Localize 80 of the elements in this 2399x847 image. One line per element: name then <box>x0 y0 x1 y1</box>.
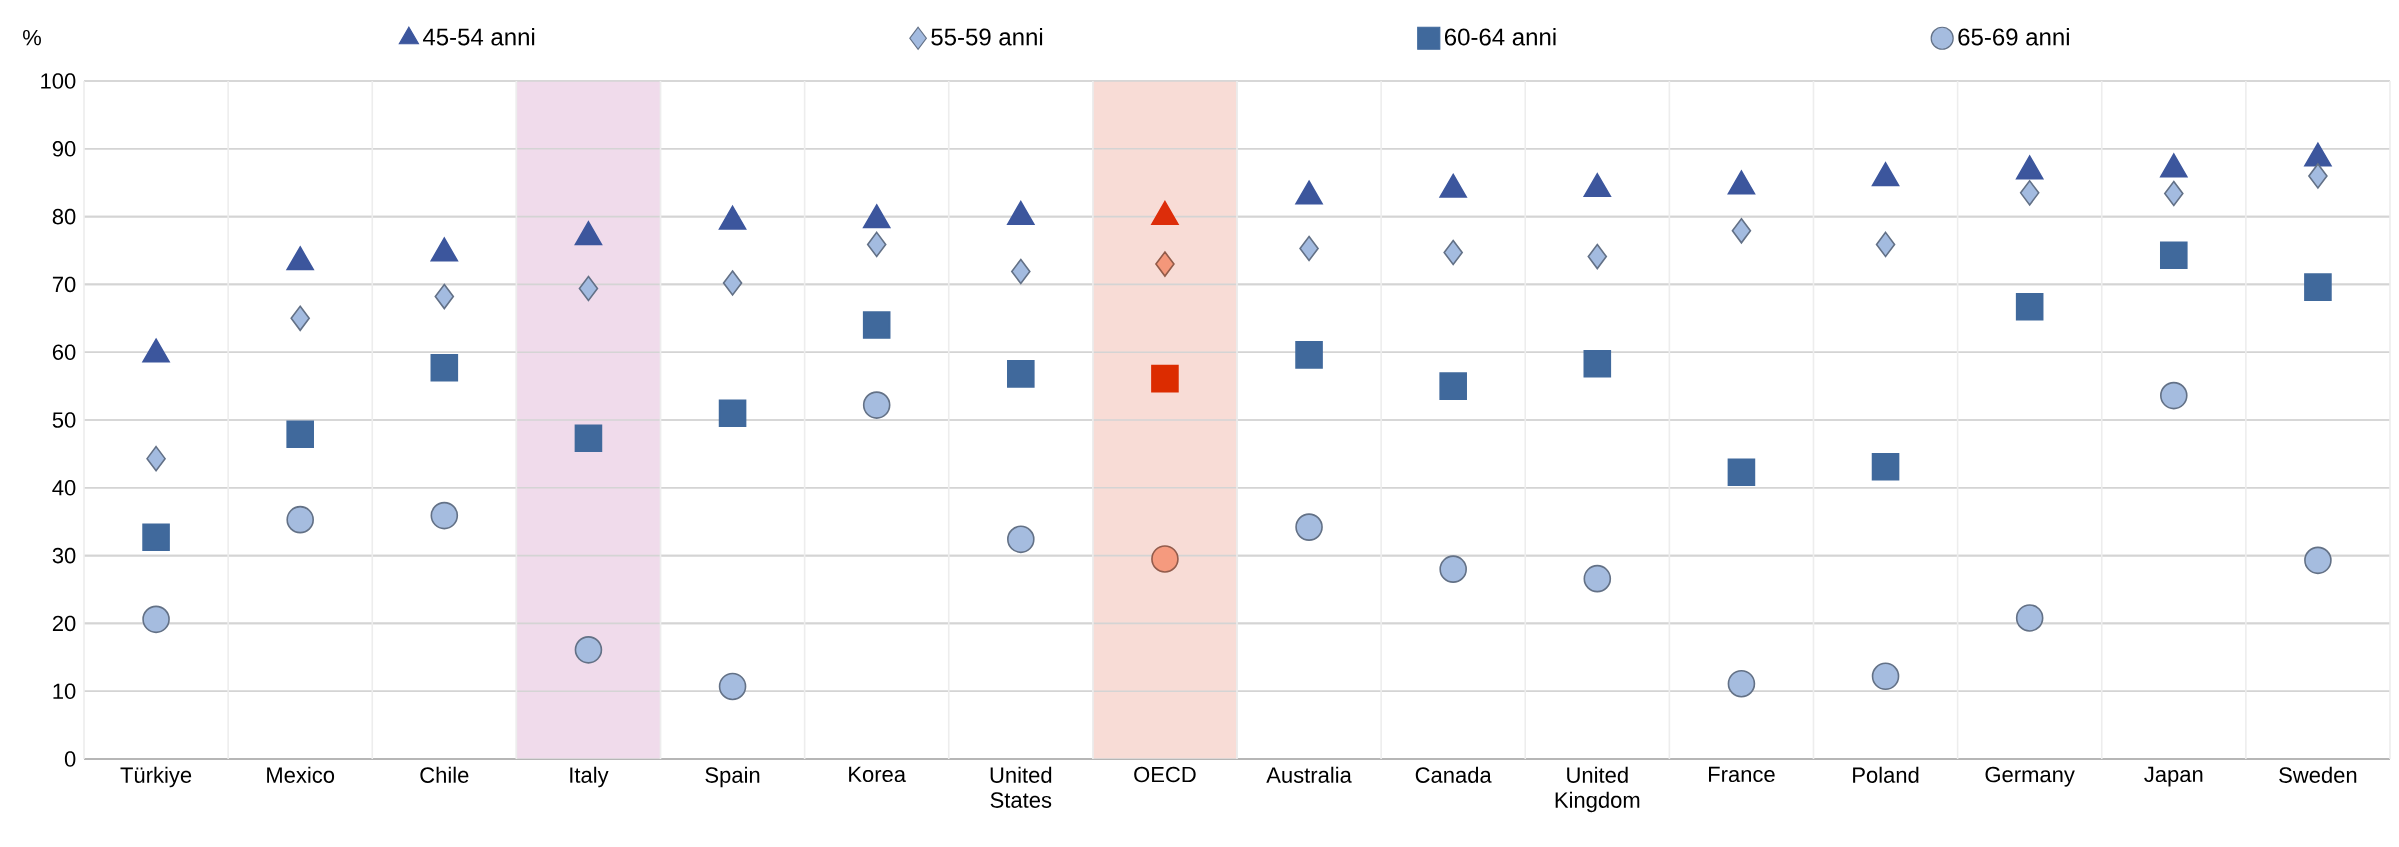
point <box>2304 546 2332 575</box>
point <box>862 311 891 339</box>
y-tick-label: 20 <box>52 615 76 632</box>
point <box>1727 669 1756 698</box>
legend-label: 65-69 anni <box>1958 27 2069 46</box>
legend-label: 45-54 anni <box>422 27 535 46</box>
x-tick-label: Mexico <box>267 766 335 783</box>
x-tick-label: Chile <box>420 766 469 783</box>
point <box>1011 258 1031 285</box>
point <box>718 672 747 701</box>
point <box>1007 360 1035 388</box>
point <box>718 399 747 428</box>
point <box>1295 341 1323 369</box>
y-tick-label: 50 <box>52 412 76 428</box>
point <box>1151 545 1179 573</box>
y-tick-label: 70 <box>52 276 76 293</box>
point <box>866 231 887 258</box>
x-tick-label: United States <box>990 766 1052 808</box>
point <box>1295 513 1323 541</box>
point <box>1583 564 1612 593</box>
point <box>286 420 314 449</box>
point <box>578 275 599 302</box>
point <box>1443 239 1463 266</box>
point <box>2015 604 2044 632</box>
point <box>574 636 603 664</box>
point <box>1155 251 1175 277</box>
point <box>2308 163 2328 189</box>
point <box>142 605 170 634</box>
x-tick-label: Germany <box>1985 766 2075 787</box>
x-tick-label: Spain <box>705 766 760 788</box>
x-tick-label: Italy <box>570 766 609 788</box>
point <box>1439 555 1467 583</box>
point <box>146 445 166 472</box>
point <box>1583 349 1612 378</box>
x-tick-label: Japan <box>2144 766 2203 787</box>
point <box>1007 525 1035 554</box>
legend-label: 60-64 anni <box>1444 27 1556 46</box>
y-tick-label: 0 <box>64 751 76 767</box>
y-tick-label: 10 <box>53 683 76 699</box>
y-axis-title: % <box>23 29 41 46</box>
point <box>862 391 891 419</box>
y-tick-label: 90 <box>52 141 76 157</box>
point <box>2159 381 2188 410</box>
x-tick-label: OECD <box>1134 766 1196 783</box>
y-tick-label: 30 <box>52 547 76 564</box>
point <box>2304 273 2332 301</box>
x-tick-label: United Kingdom <box>1555 766 1640 813</box>
point <box>2015 292 2044 321</box>
point <box>1731 218 1752 244</box>
point <box>142 523 170 552</box>
x-tick-label: Poland <box>1853 766 1919 783</box>
y-tick-label: 100 <box>41 73 76 89</box>
point <box>1299 235 1319 262</box>
point <box>574 424 603 453</box>
point <box>430 501 459 530</box>
y-tick-label: 80 <box>52 208 76 225</box>
point <box>1875 231 1896 258</box>
point <box>1871 662 1900 691</box>
x-tick-label: France <box>1709 766 1775 783</box>
point <box>1727 458 1756 486</box>
point <box>1587 243 1608 270</box>
x-tick-label: Türkiye <box>120 766 192 788</box>
point <box>430 353 459 382</box>
point <box>1871 452 1900 481</box>
x-tick-label: Canada <box>1415 766 1492 783</box>
x-tick-label: Korea <box>849 766 907 783</box>
point <box>2163 180 2184 207</box>
point <box>2019 180 2040 206</box>
x-tick-label: Sweden <box>2279 766 2357 783</box>
point <box>290 305 310 332</box>
legend-label: 55-59 anni <box>931 27 1043 46</box>
point <box>1439 372 1467 400</box>
point <box>722 270 743 296</box>
point <box>434 283 455 310</box>
point <box>2159 241 2188 270</box>
y-tick-label: 40 <box>52 480 76 496</box>
point <box>1151 364 1179 393</box>
point <box>286 505 314 534</box>
x-tick-label: Australia <box>1266 766 1352 783</box>
y-tick-label: 60 <box>52 344 76 360</box>
